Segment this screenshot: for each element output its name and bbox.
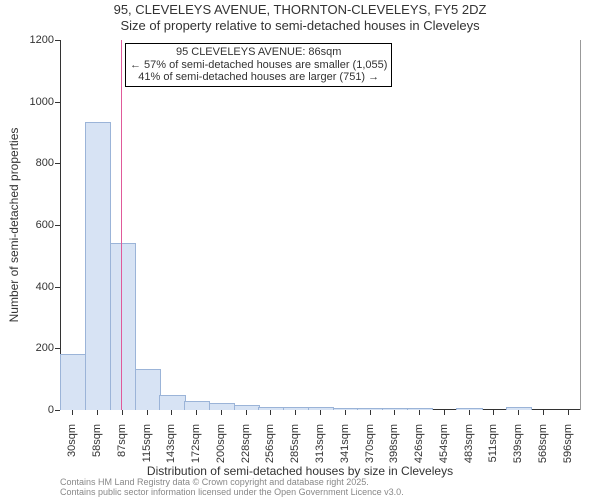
y-tick-mark xyxy=(55,102,60,103)
footer-line-2: Contains public sector information licen… xyxy=(60,488,404,498)
x-tick-mark xyxy=(246,410,247,415)
x-tick-mark xyxy=(568,410,569,415)
x-tick-mark xyxy=(370,410,371,415)
annotation-line-1: 95 CLEVELEYS AVENUE: 86sqm xyxy=(130,46,387,59)
x-tick-mark xyxy=(518,410,519,415)
annotation-box: 95 CLEVELEYS AVENUE: 86sqm← 57% of semi-… xyxy=(125,43,392,87)
x-tick-mark xyxy=(97,410,98,415)
y-tick-mark xyxy=(55,40,60,41)
y-axis-label: Number of semi-detached properties xyxy=(7,128,21,323)
y-tick-label: 1200 xyxy=(20,34,54,46)
x-tick-mark xyxy=(221,410,222,415)
highlight-line xyxy=(121,40,122,410)
x-tick-mark xyxy=(171,410,172,415)
x-tick-mark xyxy=(469,410,470,415)
bar xyxy=(135,369,161,410)
chart-subtitle: Size of property relative to semi-detach… xyxy=(0,18,600,33)
y-tick-mark xyxy=(55,348,60,349)
bar xyxy=(456,408,482,410)
x-tick-mark xyxy=(394,410,395,415)
bar xyxy=(159,395,185,410)
y-tick-label: 1000 xyxy=(20,96,54,108)
bar xyxy=(85,122,111,410)
x-tick-mark xyxy=(493,410,494,415)
y-tick-mark xyxy=(55,163,60,164)
bar xyxy=(234,405,260,410)
bar xyxy=(110,243,136,411)
bar xyxy=(209,403,235,410)
bar xyxy=(333,408,359,410)
chart-title: 95, CLEVELEYS AVENUE, THORNTON-CLEVELEYS… xyxy=(0,2,600,17)
footer-attribution: Contains HM Land Registry data © Crown c… xyxy=(60,478,404,498)
y-tick-label: 0 xyxy=(20,404,54,416)
x-tick-mark xyxy=(320,410,321,415)
bar xyxy=(60,354,86,411)
y-tick-label: 400 xyxy=(20,281,54,293)
plot-area: 02004006008001000120030sqm58sqm87sqm115s… xyxy=(60,40,581,410)
y-tick-mark xyxy=(55,410,60,411)
x-tick-mark xyxy=(419,410,420,415)
x-axis-label: Distribution of semi-detached houses by … xyxy=(0,464,600,478)
bar xyxy=(184,401,210,410)
annotation-line-2: ← 57% of semi-detached houses are smalle… xyxy=(130,59,387,72)
y-tick-mark xyxy=(55,287,60,288)
x-tick-mark xyxy=(444,410,445,415)
annotation-line-3: 41% of semi-detached houses are larger (… xyxy=(130,71,387,84)
x-tick-mark xyxy=(543,410,544,415)
x-tick-mark xyxy=(72,410,73,415)
y-tick-mark xyxy=(55,225,60,226)
x-tick-mark xyxy=(122,410,123,415)
chart-container: 95, CLEVELEYS AVENUE, THORNTON-CLEVELEYS… xyxy=(0,0,600,500)
x-tick-mark xyxy=(147,410,148,415)
x-tick-mark xyxy=(270,410,271,415)
y-tick-label: 200 xyxy=(20,342,54,354)
x-tick-mark xyxy=(196,410,197,415)
y-tick-label: 600 xyxy=(20,219,54,231)
y-tick-label: 800 xyxy=(20,157,54,169)
x-tick-mark xyxy=(295,410,296,415)
x-tick-mark xyxy=(345,410,346,415)
